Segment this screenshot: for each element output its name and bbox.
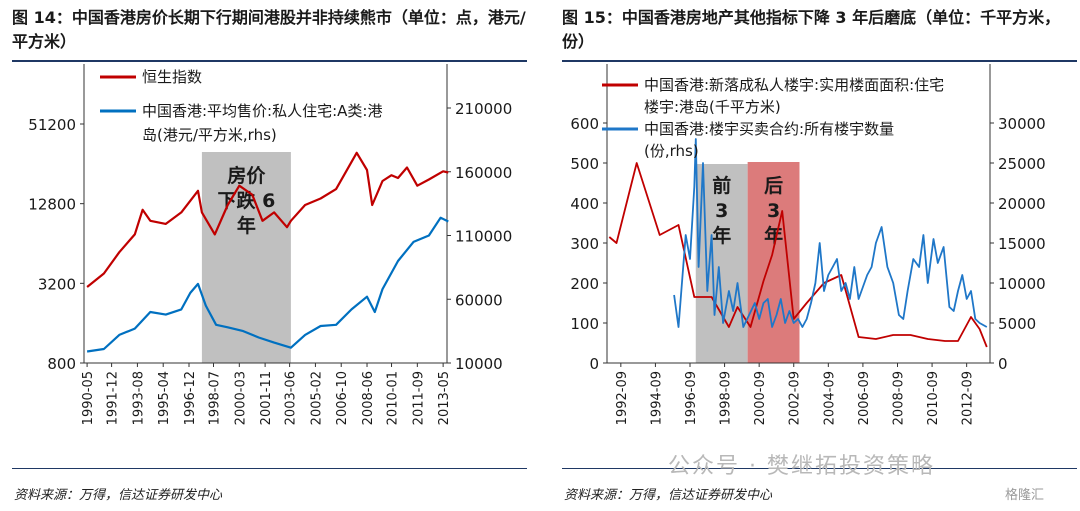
- title-rule: [562, 60, 1077, 62]
- x-tick-label: 2006-10: [335, 371, 350, 425]
- shade-label: 3: [767, 200, 780, 222]
- footer-rule: [12, 468, 527, 469]
- shade-label: 年: [712, 224, 731, 247]
- y-right-tick-label: 10000: [998, 275, 1046, 293]
- shade-label: 房价: [227, 164, 266, 187]
- footer-rule: [562, 468, 1077, 469]
- x-tick-label: 2006-09: [857, 371, 872, 425]
- legend-label: 中国香港:新落成私人楼宇:实用楼面面积:住宅: [644, 76, 944, 94]
- x-tick-label: 1992-09: [615, 371, 630, 425]
- figure-15-title: 图 15：中国香港房地产其他指标下降 3 年后磨底（单位：千平方米，份）: [562, 8, 1061, 51]
- y-right-tick-label: 110000: [455, 228, 512, 246]
- figure-14-source: 资料来源：万得，信达证券研发中心: [14, 488, 223, 503]
- y-left-tick-label: 3200: [38, 275, 76, 293]
- series-line: [86, 151, 449, 288]
- legend-label: 楼宇:港岛(千平方米): [644, 98, 781, 116]
- shaded-period: [747, 162, 800, 363]
- x-tick-label: 2008-09: [891, 371, 906, 425]
- figure-15-chart: 前3年后3年6005004003002001000300002500020000…: [570, 64, 1046, 425]
- shade-label: 下跌 6: [217, 189, 275, 212]
- figure-14-panel: 图 14：中国香港房价长期下行期间港股并非持续熊市（单位：点，港元/平方米） 房…: [12, 8, 527, 503]
- shade-label: 年: [764, 224, 783, 247]
- x-tick-label: 1996-09: [684, 371, 699, 425]
- y-left-tick-label: 200: [570, 275, 599, 293]
- y-left-tick-label: 500: [570, 155, 599, 173]
- legend-label: (份,rhs): [644, 142, 699, 160]
- y-right-tick-label: 5000: [998, 315, 1036, 333]
- x-tick-label: 2005-02: [309, 371, 324, 425]
- y-right-tick-label: 20000: [998, 195, 1046, 213]
- y-left-tick-label: 800: [47, 355, 76, 373]
- x-tick-label: 1990-05: [81, 371, 96, 425]
- x-tick-label: 2001-11: [259, 371, 274, 425]
- x-tick-label: 1991-12: [106, 371, 121, 425]
- shade-label: 年: [237, 214, 256, 237]
- y-right-tick-label: 25000: [998, 155, 1046, 173]
- x-tick-label: 2003-06: [284, 371, 299, 425]
- figure-15-source: 资料来源：万得，信达证券研发中心: [564, 488, 773, 503]
- legend-label: 岛(港元/平方米,rhs): [142, 126, 277, 144]
- figure-14-title: 图 14：中国香港房价长期下行期间港股并非持续熊市（单位：点，港元/平方米）: [12, 8, 526, 51]
- x-tick-label: 2011-09: [411, 371, 426, 425]
- x-tick-label: 2010-01: [386, 371, 401, 425]
- y-left-tick-label: 300: [570, 235, 599, 253]
- y-right-tick-label: 60000: [455, 291, 503, 309]
- x-tick-label: 2000-09: [753, 371, 768, 425]
- y-right-tick-label: 15000: [998, 235, 1046, 253]
- legend-label: 中国香港:楼宇买卖合约:所有楼宇数量: [644, 120, 894, 138]
- watermark-logo: 格隆汇: [1005, 488, 1045, 503]
- watermark: 公众号 · 樊继拓投资策略: [668, 454, 935, 479]
- y-right-tick-label: 10000: [455, 355, 503, 373]
- y-left-tick-label: 400: [570, 195, 599, 213]
- x-tick-label: 2013-05: [437, 371, 452, 425]
- legend-label: 恒生指数: [142, 68, 202, 86]
- x-tick-label: 2012-09: [961, 371, 976, 425]
- legend-label: 中国香港:平均售价:私人住宅:A类:港: [142, 102, 382, 120]
- y-left-tick-label: 51200: [28, 116, 76, 134]
- y-right-tick-label: 30000: [998, 115, 1046, 133]
- shade-label: 前: [712, 174, 731, 197]
- shade-label: 后: [764, 175, 783, 197]
- y-left-tick-label: 12800: [28, 196, 76, 214]
- shade-label: 3: [715, 200, 728, 222]
- x-tick-label: 2000-03: [233, 371, 248, 425]
- x-tick-label: 1998-09: [719, 371, 734, 425]
- shaded-period: [201, 152, 291, 363]
- x-tick-label: 1994-09: [649, 371, 664, 425]
- x-tick-label: 2010-09: [926, 371, 941, 425]
- y-right-tick-label: 160000: [455, 164, 512, 182]
- title-rule: [12, 60, 527, 62]
- y-left-tick-label: 100: [570, 315, 599, 333]
- x-tick-label: 2002-09: [788, 371, 803, 425]
- x-tick-label: 2004-09: [822, 371, 837, 425]
- x-tick-label: 1995-04: [157, 371, 172, 425]
- x-tick-label: 1998-07: [208, 371, 223, 425]
- y-right-tick-label: 210000: [455, 100, 512, 118]
- y-right-tick-label: 0: [998, 355, 1008, 373]
- y-left-tick-label: 600: [570, 115, 599, 133]
- x-tick-label: 2008-06: [361, 371, 376, 425]
- x-tick-label: 1993-08: [131, 371, 146, 425]
- y-left-tick-label: 0: [589, 355, 599, 373]
- series-line: [673, 138, 988, 328]
- series-line: [86, 216, 449, 353]
- x-tick-label: 1996-12: [183, 371, 198, 425]
